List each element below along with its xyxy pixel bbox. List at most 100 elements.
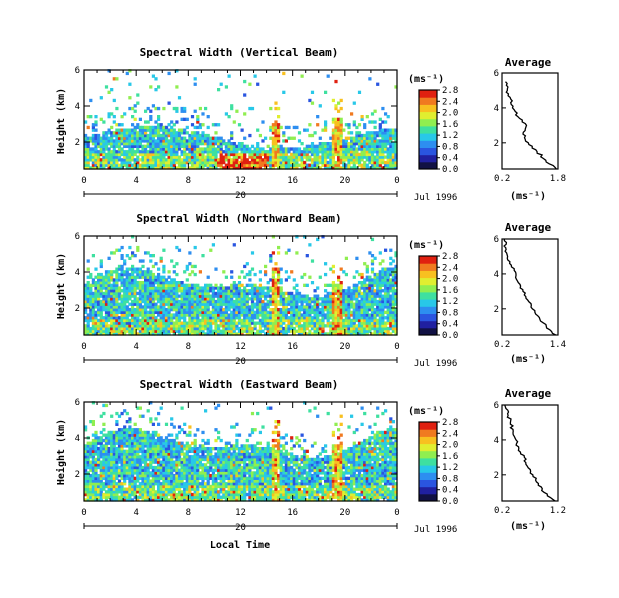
heatmap-cell [125, 166, 129, 170]
heatmap-cell [157, 131, 161, 135]
heatmap-cell [102, 281, 106, 285]
heatmap-cell [250, 321, 255, 325]
heatmap-cell [227, 144, 231, 148]
heatmap-cell [104, 482, 109, 486]
heatmap-cell [370, 313, 375, 317]
heatmap-cell [368, 316, 372, 320]
heatmap-cell [117, 455, 122, 459]
heatmap-cell [144, 128, 148, 132]
heatmap-cell [164, 150, 169, 154]
heatmap-cell [162, 163, 166, 167]
heatmap-cell [112, 283, 116, 287]
heatmap-cell [136, 155, 140, 159]
heatmap-cell [144, 492, 148, 497]
heatmap-cell [149, 147, 153, 151]
heatmap-cell [232, 294, 236, 298]
heatmap-cell [232, 150, 236, 154]
heatmap-cell [104, 147, 109, 151]
heatmap-cell [146, 128, 150, 132]
colorbar-unit: (ms⁻¹) [408, 240, 444, 251]
heatmap-cell [193, 152, 197, 157]
heatmap-cell [386, 270, 390, 274]
heatmap-cell [133, 460, 137, 464]
heatmap-cell [389, 155, 393, 159]
heatmap-cell [214, 302, 218, 306]
heatmap-cell [102, 326, 106, 331]
heatmap-cell [115, 163, 119, 167]
heatmap-cell [310, 160, 315, 165]
heatmap-cell [282, 318, 286, 323]
heatmap-cell [141, 438, 145, 443]
heatmap-cell [313, 289, 317, 293]
heatmap-cell [277, 281, 281, 285]
heatmap-cell [295, 316, 299, 320]
heatmap-cell [125, 272, 129, 277]
heatmap-cell [97, 152, 101, 157]
heatmap-cell [274, 125, 278, 130]
heatmap-cell [117, 310, 122, 314]
heatmap-cell [136, 457, 140, 462]
heatmap-cell [331, 318, 335, 323]
heatmap-cell [245, 329, 249, 333]
heatmap-cell [368, 160, 372, 165]
heatmap-cell [149, 308, 153, 312]
heatmap-cell [337, 123, 341, 127]
heatmap-cell [91, 316, 95, 320]
heatmap-cell [235, 291, 239, 296]
heatmap-cell [117, 433, 122, 437]
heatmap-cell [295, 302, 299, 306]
heatmap-cell [112, 166, 116, 170]
heatmap-cell [217, 302, 221, 306]
heatmap-cell [256, 163, 260, 167]
heatmap-cell [219, 142, 223, 146]
heatmap-cell [131, 479, 135, 483]
heatmap-cell [107, 433, 111, 437]
heatmap-cell [258, 289, 262, 293]
heatmap-cell [308, 155, 312, 159]
heatmap-cell [232, 142, 236, 146]
heatmap-cell [360, 272, 364, 277]
heatmap-cell [376, 308, 380, 312]
heatmap-cell [222, 166, 226, 170]
heatmap-cell [144, 160, 148, 165]
heatmap-cell [381, 259, 385, 263]
heatmap-cell [84, 428, 88, 432]
heatmap-cell [290, 310, 294, 314]
heatmap-cell [334, 318, 338, 323]
heatmap-cell [204, 299, 208, 304]
heatmap-cell [177, 305, 182, 309]
heatmap-cell [141, 291, 145, 296]
heatmap-cell [164, 297, 169, 301]
heatmap-cell [373, 302, 377, 306]
heatmap-cell [89, 441, 93, 445]
heatmap-cell [269, 128, 273, 132]
heatmap-cell [370, 302, 375, 306]
heatmap-cell [201, 316, 205, 320]
heatmap-cell [219, 147, 223, 151]
heatmap-cell [219, 136, 223, 140]
heatmap-cell [258, 163, 262, 167]
heatmap-cell [389, 133, 393, 138]
heatmap-cell [324, 155, 328, 159]
heatmap-cell [253, 316, 257, 320]
heatmap-cell [331, 117, 335, 121]
heatmap-cell [269, 332, 273, 336]
heatmap-cell [86, 321, 90, 325]
heatmap-cell [104, 163, 109, 167]
heatmap-cell [347, 147, 351, 151]
heatmap-cell [112, 142, 116, 146]
heatmap-cell [339, 128, 343, 132]
heatmap-cell [261, 150, 265, 154]
heatmap-cell [391, 313, 395, 317]
heatmap-cell [193, 286, 197, 290]
heatmap-cell [368, 294, 372, 298]
heatmap-cell [394, 299, 398, 304]
heatmap-cell [110, 487, 114, 491]
heatmap-cell [209, 297, 213, 301]
heatmap-cell [190, 332, 195, 336]
heatmap-cell [136, 490, 140, 494]
heatmap-cell [334, 163, 338, 167]
heatmap-cell [102, 457, 106, 462]
heatmap-cell [206, 283, 210, 287]
heatmap-cell [279, 324, 283, 328]
